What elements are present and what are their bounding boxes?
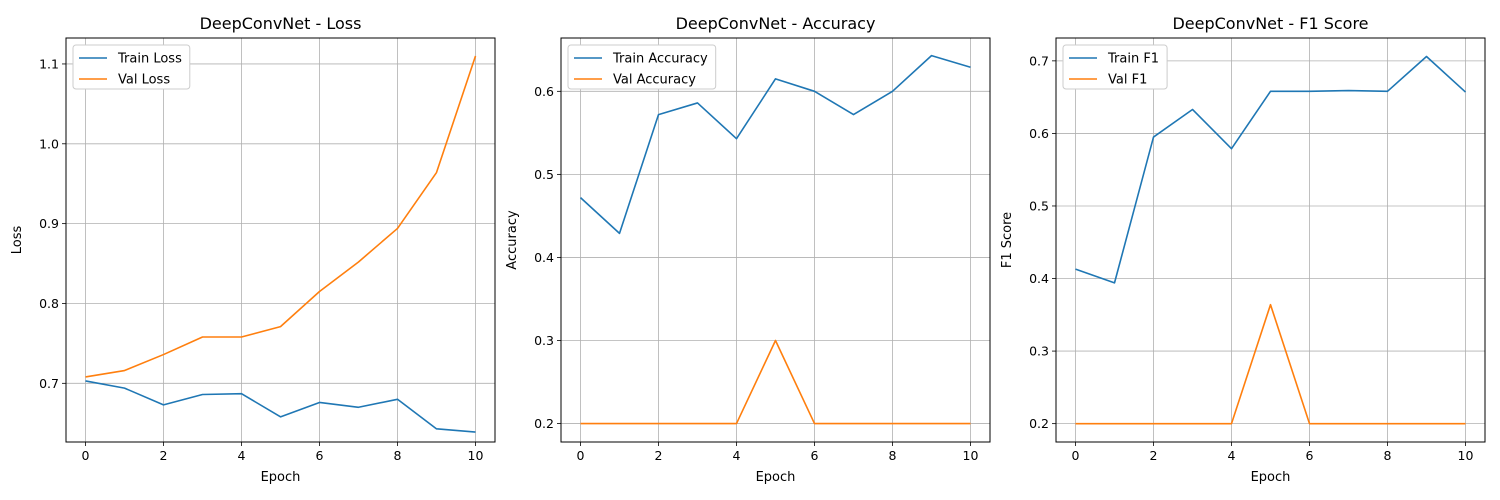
- plot-area: [561, 38, 990, 442]
- x-tick-label: 6: [316, 448, 324, 463]
- chart-panel-3: 0 2 4 6 8 10 0.2 0.3 0.4 0.5 0.6 0.7 DeepConvNet - F…: [1000, 14, 1486, 485]
- y-axis-label: Accuracy: [505, 210, 520, 270]
- y-tick-label: 0.2: [1029, 416, 1049, 431]
- x-axis-label: Epoch: [261, 470, 301, 485]
- x-tick-label: 8: [1384, 448, 1392, 463]
- x-tick-label: 4: [1228, 448, 1236, 463]
- chart-panel-1: 0 2 4 6 8 10 0.7 0.8 0.9 1.0 1.1 DeepConvNet - Loss…: [10, 14, 496, 485]
- x-tick-label: 2: [1150, 448, 1158, 463]
- axes-frame: [1055, 37, 1486, 443]
- plot-area: [66, 38, 495, 442]
- y-tick-label: 0.7: [1029, 53, 1049, 68]
- x-tick-label: 0: [577, 448, 585, 463]
- x-tick-label: 0: [1072, 448, 1080, 463]
- x-axis-label: Epoch: [1251, 470, 1291, 485]
- x-axis-label: Epoch: [756, 470, 796, 485]
- y-tick-label: 0.8: [39, 296, 59, 311]
- x-tick-label: 4: [238, 448, 246, 463]
- x-tick-label: 4: [733, 448, 741, 463]
- x-tick-label: 6: [811, 448, 819, 463]
- y-axis-label: F1 Score: [1000, 212, 1015, 268]
- series-line-train-f1: [1075, 55, 1467, 284]
- legend-label: Val F1: [1108, 73, 1147, 88]
- y-tick-label: 0.4: [1029, 271, 1049, 286]
- x-tick-label: 6: [1306, 448, 1314, 463]
- legend-label: Val Loss: [118, 73, 170, 88]
- chart-title: DeepConvNet - Loss: [200, 14, 362, 33]
- legend-label: Val Accuracy: [613, 73, 696, 88]
- x-tick-label: 2: [655, 448, 663, 463]
- y-tick-label: 0.9: [39, 216, 59, 231]
- series-line-val-accuracy: [580, 339, 971, 425]
- y-tick-label: 0.5: [1029, 198, 1049, 213]
- legend: Train Accuracy Val Accuracy: [567, 44, 717, 90]
- legend-box: [72, 44, 191, 90]
- x-tick-label: 8: [394, 448, 402, 463]
- y-tick-label: 1.1: [39, 56, 59, 71]
- legend-label: Train Loss: [117, 52, 182, 67]
- x-tick-label: 2: [160, 448, 168, 463]
- y-axis-label: Loss: [10, 226, 25, 255]
- y-tick-label: 0.5: [534, 167, 554, 182]
- y-tick-label: 0.3: [534, 333, 554, 348]
- plot-area: [1056, 38, 1485, 442]
- legend-box: [567, 44, 717, 90]
- x-tick-label: 10: [1458, 448, 1474, 463]
- legend: Train Loss Val Loss: [72, 44, 191, 90]
- y-tick-label: 0.7: [39, 376, 59, 391]
- series-line-train-accuracy: [579, 54, 971, 235]
- x-tick-label: 0: [82, 448, 90, 463]
- legend-label: Train F1: [1107, 52, 1159, 67]
- series-line-val-loss: [85, 55, 477, 378]
- legend-label: Train Accuracy: [612, 52, 708, 67]
- y-tick-label: 0.3: [1029, 344, 1049, 359]
- axes-frame: [65, 37, 496, 443]
- chart-panel-2: 0 2 4 6 8 10 0.2 0.3 0.4 0.5 0.6 DeepConvNet - Accu…: [505, 14, 991, 485]
- series-line-train-loss: [85, 380, 476, 433]
- y-tick-label: 1.0: [39, 136, 59, 151]
- x-tick-label: 10: [963, 448, 979, 463]
- y-tick-label: 0.6: [1029, 126, 1049, 141]
- y-tick-label: 0.2: [534, 416, 554, 431]
- y-tick-label: 0.4: [534, 250, 554, 265]
- x-tick-label: 8: [889, 448, 897, 463]
- legend: Train F1 Val F1: [1062, 44, 1168, 90]
- legend-box: [1062, 44, 1168, 90]
- chart-title: DeepConvNet - Accuracy: [676, 14, 876, 33]
- chart-title: DeepConvNet - F1 Score: [1172, 14, 1368, 33]
- axes-frame: [560, 37, 991, 443]
- y-tick-label: 0.6: [534, 84, 554, 99]
- series-line-val-f1: [1075, 303, 1466, 425]
- x-tick-label: 10: [468, 448, 484, 463]
